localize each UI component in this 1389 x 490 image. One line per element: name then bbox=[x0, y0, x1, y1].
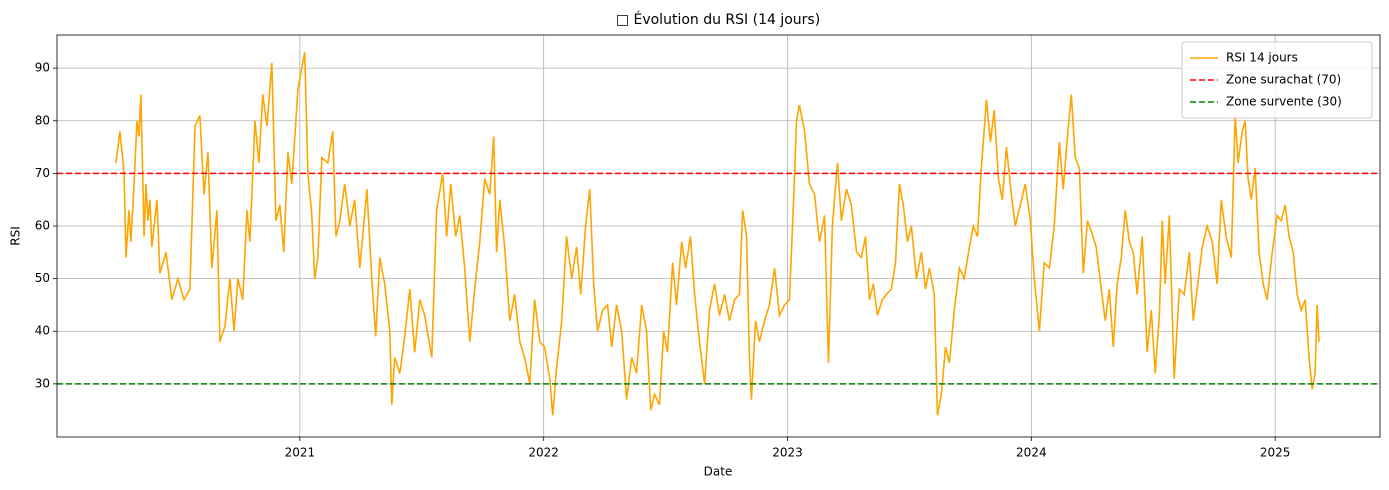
chart-title: □ Évolution du RSI (14 jours) bbox=[616, 11, 820, 28]
rsi-line bbox=[115, 52, 1320, 416]
legend-label: Zone survente (30) bbox=[1226, 95, 1342, 109]
plot-frame bbox=[56, 34, 1381, 438]
x-tick-label: 2025 bbox=[1260, 446, 1291, 460]
legend-label: Zone surachat (70) bbox=[1226, 73, 1341, 87]
legend-label: RSI 14 jours bbox=[1226, 51, 1298, 65]
y-tick-label: 60 bbox=[35, 219, 50, 233]
x-tick-label: 2021 bbox=[285, 446, 316, 460]
x-tick-label: 2022 bbox=[528, 446, 559, 460]
y-tick-label: 70 bbox=[35, 166, 50, 180]
x-tick-label: 2023 bbox=[772, 446, 803, 460]
x-axis-label: Date bbox=[704, 465, 733, 479]
legend-box bbox=[1181, 41, 1373, 119]
y-tick-label: 80 bbox=[35, 113, 50, 127]
y-tick-label: 90 bbox=[35, 61, 50, 75]
x-tick-label: 2024 bbox=[1016, 446, 1047, 460]
y-tick-label: 30 bbox=[35, 376, 50, 390]
y-tick-label: 50 bbox=[35, 271, 50, 285]
y-axis-label: RSI bbox=[9, 226, 23, 246]
y-tick-label: 40 bbox=[35, 324, 50, 338]
